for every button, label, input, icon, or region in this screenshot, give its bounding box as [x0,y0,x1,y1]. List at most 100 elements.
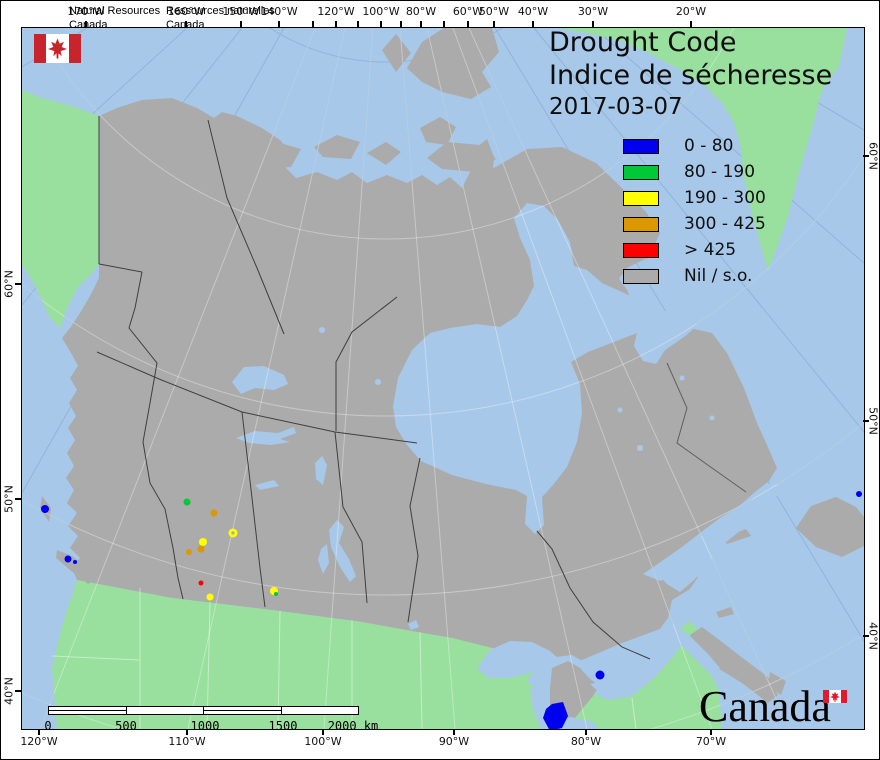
scale-bar-label: 500 [115,719,137,733]
longitude-label: 20°W [675,5,707,18]
scale-bar-label: 0 [44,719,52,733]
scale-bar-label: 2000 km [327,719,379,733]
legend-swatch [623,268,659,284]
legend-label: 0 - 80 [684,136,734,156]
longitude-tick [453,729,455,735]
legend-label: Nil / s.o. [684,266,753,286]
bay-of-fundy [666,624,720,676]
latitude-tick [863,420,869,422]
legend-swatch [623,242,659,258]
scale-bar-label: 1500 [268,719,298,733]
lake-winnipeg [329,520,356,582]
longitude-tick [186,729,188,735]
legend-swatch [623,138,659,154]
longitude-tick [443,21,445,27]
great-bear-lake [232,366,288,394]
longitude-label: 140°W [260,5,298,18]
longitude-label: 170°W [67,5,105,18]
lake-ontario [590,680,628,696]
longitude-label: 30°W [577,5,609,18]
latitude-label: 60°N [866,142,880,170]
latitude-label: 60°N [2,270,16,298]
longitude-tick [592,21,594,27]
latitude-tick [15,283,21,285]
longitude-tick [240,21,242,27]
alaska [22,90,99,328]
nrcan-logo [34,34,81,63]
canada-flag-icon [34,34,81,63]
drought-point [856,491,862,497]
longitude-tick [710,729,712,735]
legend-label: 80 - 190 [684,162,756,182]
logo-text-en: Natural Resources Canada [69,5,161,32]
legend-item: 190 - 300 [623,185,766,211]
drought-point [41,505,49,513]
longitude-label: 110°W [168,735,206,748]
great-slave-lake [236,427,296,445]
legend-label: > 425 [684,240,737,260]
legend-item: 80 - 190 [623,159,766,185]
longitude-label: 100°W [362,5,400,18]
latitude-label: 50°N [866,407,880,435]
longitude-tick [335,21,337,27]
drought-point [186,549,192,555]
longitude-label: 80°W [405,5,437,18]
longitude-label: 50°W [478,5,510,18]
latitude-tick [863,155,869,157]
drought-point [206,593,214,601]
latitude-label: 40°N [866,622,880,650]
latitude-tick [15,498,21,500]
scale-bar-label: 1000 [190,719,220,733]
drought-point [199,538,207,546]
graticule-overlay [22,28,864,729]
reindeer-lake [315,456,327,485]
hudson-bay [393,203,698,534]
drought-point [595,670,605,680]
longitude-tick [690,21,692,27]
longitude-tick [493,21,495,27]
legend-label: 190 - 300 [684,188,766,208]
longitude-label: 40°W [517,5,549,18]
canada-drought-map [22,28,864,729]
legend-item: Nil / s.o. [623,263,766,289]
drought-point [73,560,77,564]
canada-wordmark: Canada [699,682,831,731]
longitude-tick [420,21,422,27]
drought-point [210,509,218,517]
drought-point [197,545,205,553]
latitude-tick [15,690,21,692]
longitude-tick [38,729,40,735]
legend-swatch [623,216,659,232]
longitude-tick [532,21,534,27]
title-fr: Indice de sécheresse [549,59,833,91]
drought-data-layer [41,491,862,729]
logo-text-fr: Ressources naturelles Canada [166,5,275,32]
longitude-label: 120°W [20,735,58,748]
drought-point [274,592,278,596]
maple-leaf-icon [48,38,67,59]
longitude-label: 150°W [222,5,260,18]
scale-bar-segments [48,706,359,715]
title-date: 2017-03-07 [549,93,683,120]
longitude-label: 60°W [452,5,484,18]
longitude-tick [322,729,324,735]
legend-item: 0 - 80 [623,133,766,159]
longitude-tick [467,21,469,27]
longitude-label: 80°W [570,735,602,748]
legend-item: 300 - 425 [623,211,766,237]
longitude-tick [185,21,187,27]
map-title: Drought Code Indice de sécheresse 2017-0… [549,27,832,123]
longitude-label: 160°W [167,5,205,18]
map-frame [21,27,865,730]
drought-point [198,580,204,586]
latitude-label: 40°N [2,677,16,705]
drought-point [64,555,72,563]
longitude-label: 70°W [695,735,727,748]
lake-athabasca [255,480,279,490]
title-en: Drought Code [549,27,737,58]
drought-patch [543,702,568,729]
longitude-tick [380,21,382,27]
longitude-tick [85,21,87,27]
greenland [557,28,847,270]
